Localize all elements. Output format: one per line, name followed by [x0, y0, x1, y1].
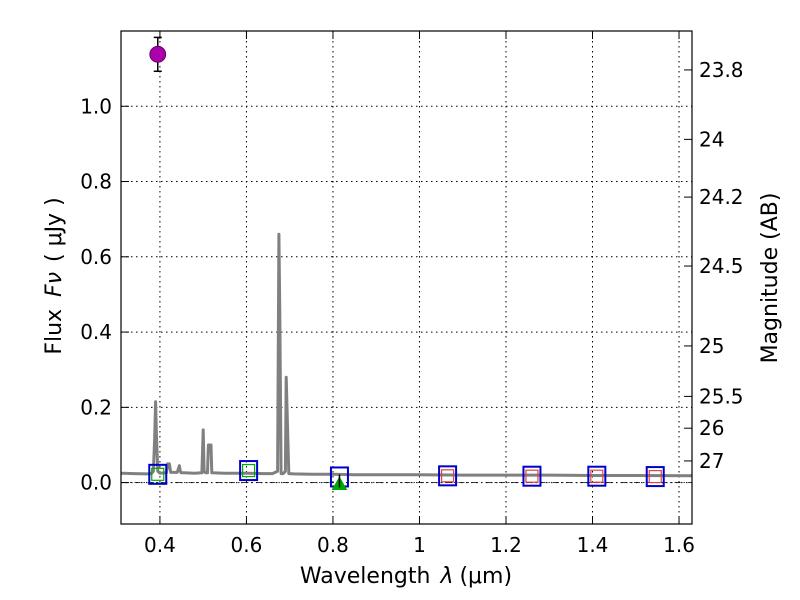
y-tick-label: 0.2	[80, 395, 112, 419]
x-tick-label: 1	[413, 533, 426, 557]
x-tick-label: 0.4	[144, 533, 176, 557]
model-spectrum-line	[120, 232, 693, 478]
magnitude-tick-label: 24.2	[699, 185, 744, 209]
model-flux-square	[590, 469, 604, 483]
grid-lines	[121, 31, 692, 524]
plot-frame	[120, 30, 693, 525]
x-tick-label: 1.6	[663, 533, 695, 557]
x-tick-label: 1.4	[577, 533, 609, 557]
magnitude-tick-label: 23.8	[699, 58, 744, 82]
y-tick-label: 0.0	[80, 471, 112, 495]
magnitude-tick-label: 26	[699, 416, 724, 440]
x-tick-label: 0.6	[231, 533, 263, 557]
y-tick-label: 0.6	[80, 245, 112, 269]
model-flux-square	[648, 469, 662, 484]
tick-layer: 0.4 0.6 0.8 1 1.2 1.4 1.6 0.0 0.2 0.4 0.6 0.8 1.0 23.…	[80, 31, 744, 557]
x-tick-label: 1.2	[490, 533, 522, 557]
model-flux-square	[151, 467, 165, 481]
marker-layer	[148, 36, 665, 490]
magnitude-tick-label: 24	[699, 127, 724, 151]
magnitude-tick-label: 27	[699, 449, 724, 473]
detection-point	[149, 45, 167, 63]
magnitude-tick-label: 25	[699, 334, 724, 358]
model-flux-square	[440, 469, 455, 483]
observed-flux-square	[239, 460, 259, 482]
model-flux-square	[525, 469, 539, 483]
y-tick-label: 0.8	[80, 170, 112, 194]
observed-flux-square	[438, 465, 458, 487]
magnitude-tick-label: 24.5	[699, 254, 744, 278]
magnitude-tick-label: 25.5	[699, 384, 744, 408]
y-axis-label: FluxFν( μJy )	[42, 197, 67, 354]
observed-flux-square	[522, 465, 542, 487]
right-axis-label: Magnitude (AB)	[758, 193, 783, 364]
y-tick-label: 0.4	[80, 320, 112, 344]
model-flux-square	[242, 463, 256, 478]
observed-flux-square	[148, 463, 168, 485]
x-axis-label: Wavelength λ (μm)	[300, 564, 512, 589]
observed-flux-square	[587, 465, 607, 487]
y-tick-label: 1.0	[80, 94, 112, 118]
spectrum-layer	[120, 232, 693, 484]
observed-flux-square	[645, 466, 665, 488]
x-tick-label: 0.8	[317, 533, 349, 557]
